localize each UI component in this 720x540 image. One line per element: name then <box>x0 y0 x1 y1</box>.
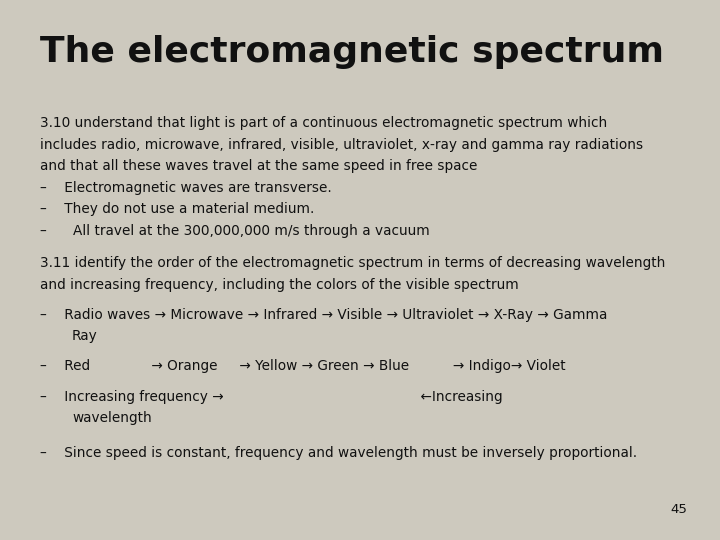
Text: 3.10 understand that light is part of a continuous electromagnetic spectrum whic: 3.10 understand that light is part of a … <box>40 116 607 130</box>
Text: –    Increasing frequency →                                             ←Increas: – Increasing frequency → ←Increas <box>40 390 503 404</box>
Text: –      All travel at the 300,000,000 m/s through a vacuum: – All travel at the 300,000,000 m/s thro… <box>40 224 429 238</box>
Text: The electromagnetic spectrum: The electromagnetic spectrum <box>40 35 664 69</box>
Text: –    Electromagnetic waves are transverse.: – Electromagnetic waves are transverse. <box>40 181 331 195</box>
Text: –    Red              → Orange     → Yellow → Green → Blue          → Indigo→ Vi: – Red → Orange → Yellow → Green → Blue →… <box>40 359 565 373</box>
Text: 3.11 identify the order of the electromagnetic spectrum in terms of decreasing w: 3.11 identify the order of the electroma… <box>40 256 665 271</box>
Text: –    They do not use a material medium.: – They do not use a material medium. <box>40 202 314 217</box>
Text: –    Radio waves → Microwave → Infrared → Visible → Ultraviolet → X-Ray → Gamma: – Radio waves → Microwave → Infrared → V… <box>40 308 607 322</box>
Text: and increasing frequency, including the colors of the visible spectrum: and increasing frequency, including the … <box>40 278 518 292</box>
Text: Ray: Ray <box>72 329 98 343</box>
Text: 45: 45 <box>671 503 688 516</box>
Text: wavelength: wavelength <box>72 411 152 426</box>
Text: and that all these waves travel at the same speed in free space: and that all these waves travel at the s… <box>40 159 477 173</box>
Text: –    Since speed is constant, frequency and wavelength must be inversely proport: – Since speed is constant, frequency and… <box>40 446 636 460</box>
Text: includes radio, microwave, infrared, visible, ultraviolet, x-ray and gamma ray r: includes radio, microwave, infrared, vis… <box>40 138 643 152</box>
